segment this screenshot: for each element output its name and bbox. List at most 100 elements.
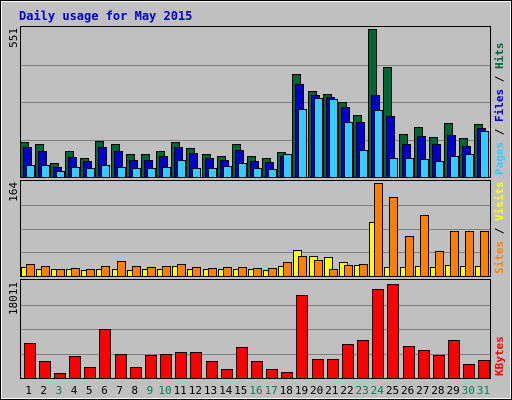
bar-pages-day-30 bbox=[465, 154, 474, 178]
bar-sites-day-15 bbox=[238, 267, 247, 277]
legend-sites: Sites bbox=[493, 241, 506, 274]
bar-kbytes-day-22 bbox=[342, 344, 354, 379]
bar-pages-day-17 bbox=[268, 169, 277, 178]
bar-kbytes-day-19 bbox=[296, 295, 308, 379]
bar-kbytes-day-26 bbox=[403, 346, 415, 379]
bar-kbytes-day-15 bbox=[236, 347, 248, 379]
bar-pages-day-4 bbox=[71, 167, 80, 178]
bar-pages-day-6 bbox=[101, 165, 110, 178]
bar-sites-day-20 bbox=[314, 260, 323, 277]
series-bars bbox=[20, 29, 490, 178]
bar-sites-day-6 bbox=[101, 266, 110, 277]
right-axis-label: Pages / Files / Hits bbox=[493, 43, 506, 176]
label-separator: / bbox=[493, 221, 506, 241]
chart-title: Daily usage for May 2015 bbox=[19, 9, 192, 23]
bar-pages-day-29 bbox=[450, 156, 459, 178]
bar-sites-day-8 bbox=[132, 266, 141, 277]
panel-sites-visits: 164 Sites / Visits bbox=[7, 180, 506, 277]
legend-hits: Hits bbox=[493, 43, 506, 70]
bar-sites-day-13 bbox=[208, 268, 217, 277]
right-axis-label: Sites / Visits bbox=[493, 181, 506, 274]
bar-pages-day-7 bbox=[117, 167, 126, 178]
x-tick-label: 9 bbox=[147, 384, 154, 397]
x-tick-label: 18 bbox=[280, 384, 293, 397]
bar-kbytes-day-4 bbox=[69, 356, 81, 379]
x-tick-label: 15 bbox=[234, 384, 247, 397]
x-tick-label: 29 bbox=[446, 384, 459, 397]
bar-sites-day-11 bbox=[177, 264, 186, 277]
bar-kbytes-day-24 bbox=[372, 289, 384, 379]
bar-sites-day-12 bbox=[192, 267, 201, 277]
bar-pages-day-24 bbox=[374, 110, 383, 178]
bar-kbytes-day-13 bbox=[206, 361, 218, 379]
x-tick-label: 3 bbox=[56, 384, 63, 397]
x-tick-label: 4 bbox=[71, 384, 78, 397]
bar-pages-day-15 bbox=[238, 163, 247, 178]
bar-kbytes-day-30 bbox=[463, 364, 475, 379]
bar-pages-day-8 bbox=[132, 168, 141, 178]
y-max-label: 164 bbox=[7, 182, 20, 202]
x-tick-label: 24 bbox=[371, 384, 385, 397]
label-separator: / bbox=[493, 122, 506, 142]
x-tick-label: 17 bbox=[265, 384, 278, 397]
bar-pages-day-20 bbox=[314, 98, 323, 178]
bar-pages-day-2 bbox=[41, 165, 50, 178]
x-tick-label: 14 bbox=[219, 384, 233, 397]
x-tick-label: 25 bbox=[386, 384, 399, 397]
bar-sites-day-31 bbox=[480, 231, 489, 277]
x-tick-label: 28 bbox=[431, 384, 444, 397]
bar-sites-day-9 bbox=[147, 267, 156, 277]
bar-kbytes-day-6 bbox=[99, 329, 111, 379]
bar-pages-day-23 bbox=[359, 150, 368, 178]
bar-sites-day-2 bbox=[41, 266, 50, 277]
bar-pages-day-16 bbox=[253, 168, 262, 178]
bar-pages-day-31 bbox=[480, 131, 489, 178]
bar-kbytes-day-18 bbox=[281, 372, 293, 379]
bar-kbytes-day-28 bbox=[433, 355, 445, 379]
legend-files: Files bbox=[493, 89, 506, 122]
label-separator: / bbox=[493, 69, 506, 89]
x-tick-label: 16 bbox=[249, 384, 262, 397]
x-tick-label: 23 bbox=[355, 384, 368, 397]
bar-kbytes-day-3 bbox=[54, 373, 66, 379]
bar-kbytes-day-14 bbox=[221, 369, 233, 379]
x-tick-label: 13 bbox=[204, 384, 217, 397]
bar-sites-day-24 bbox=[374, 183, 383, 277]
bar-pages-day-12 bbox=[192, 168, 201, 178]
bar-sites-day-22 bbox=[344, 265, 353, 277]
bar-kbytes-day-20 bbox=[312, 359, 324, 379]
y-max-label: 18011 bbox=[7, 282, 20, 315]
bar-kbytes-day-7 bbox=[115, 354, 127, 379]
x-tick-label: 22 bbox=[340, 384, 353, 397]
x-tick-label: 11 bbox=[174, 384, 187, 397]
bar-pages-day-13 bbox=[208, 168, 217, 178]
legend-kbytes: KBytes bbox=[493, 336, 506, 376]
legend-labels: Pages / Files / Hits bbox=[493, 43, 506, 176]
bar-sites-day-10 bbox=[162, 266, 171, 277]
bar-pages-day-19 bbox=[298, 109, 307, 178]
bar-sites-day-21 bbox=[329, 269, 338, 277]
bar-kbytes-day-27 bbox=[418, 350, 430, 379]
bar-kbytes-day-10 bbox=[160, 354, 172, 379]
x-tick-label: 12 bbox=[189, 384, 202, 397]
legend-labels: KBytes bbox=[493, 336, 506, 376]
bar-sites-day-23 bbox=[359, 264, 368, 277]
bar-sites-day-5 bbox=[86, 269, 95, 277]
x-tick-label: 6 bbox=[101, 384, 108, 397]
bar-kbytes-day-25 bbox=[387, 284, 399, 379]
bar-sites-day-29 bbox=[450, 231, 459, 277]
bar-kbytes-day-21 bbox=[327, 359, 339, 379]
x-tick-label: 5 bbox=[86, 384, 93, 397]
legend-visits: Visits bbox=[493, 181, 506, 221]
bar-pages-day-28 bbox=[435, 161, 444, 178]
legend-pages: Pages bbox=[493, 142, 506, 175]
bar-pages-day-22 bbox=[344, 122, 353, 178]
bar-sites-day-14 bbox=[223, 267, 232, 277]
x-tick-label: 30 bbox=[462, 384, 475, 397]
x-tick-label: 8 bbox=[131, 384, 138, 397]
x-tick-label: 7 bbox=[116, 384, 123, 397]
x-tick-label: 2 bbox=[40, 384, 47, 397]
panel-pages-files-hits: 551 Pages / Files / Hits bbox=[7, 26, 506, 178]
